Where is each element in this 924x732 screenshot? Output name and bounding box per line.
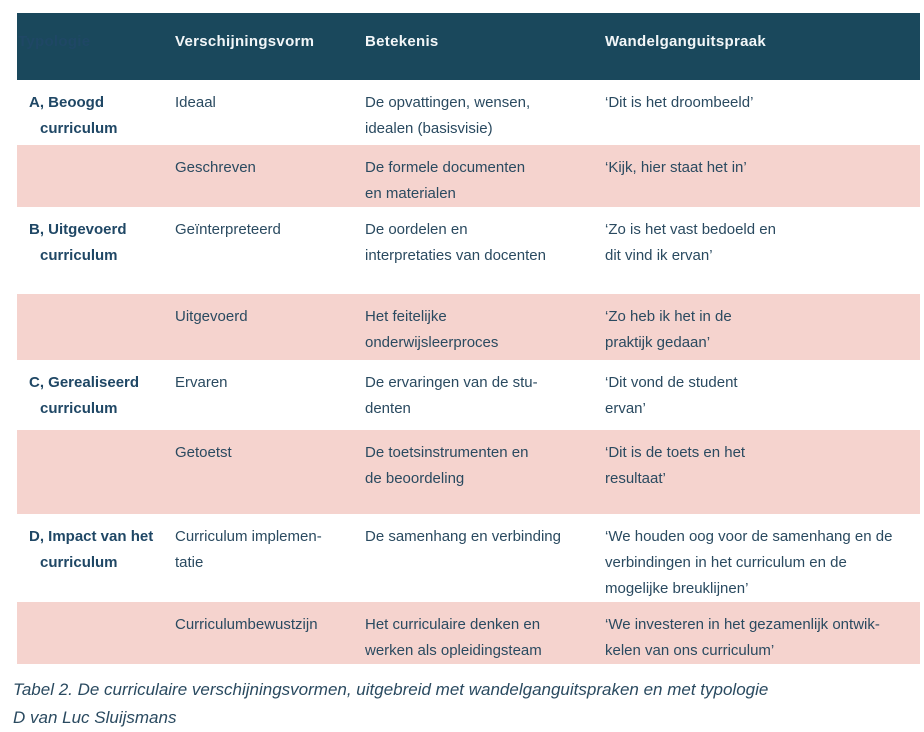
cell-typologie: D, Impact van het curriculum [29,528,154,571]
cell-wandelganguitspraak: ‘We houden oog voor de samenhang en de v… [605,528,893,597]
page: Typologie Verschijningsvorm Betekenis Wa… [13,13,920,727]
cell-typologie: B, Uitgevoerd curriculum [29,221,127,264]
table-row: B, Uitgevoerd curriculum Geïnterpreteerd… [17,207,920,294]
cell-typologie: C, Gerealiseerd curriculum [29,374,140,417]
cell-betekenis: De opvattingen, wensen, idealen (basisvi… [365,94,531,137]
cell-wandelganguitspraak: ‘We investeren in het gezamenlijk ontwik… [605,616,880,659]
table-row: D, Impact van het curriculum Curriculum … [17,514,920,602]
cell-verschijningsvorm: Geschreven [175,159,256,176]
cell-wandelganguitspraak: ‘Zo heb ik het in de praktijk gedaan’ [605,308,732,351]
header-cell-betekenis: Betekenis [365,33,439,50]
cell-typologie [17,294,175,360]
table-row: Geschreven De formele documenten en mate… [17,145,920,207]
cell-verschijningsvorm: Geïnterpreteerd [175,221,281,238]
header-cell-verschijningsvorm: Verschijningsvorm [175,33,315,50]
table-row: Uitgevoerd Het feitelijke onderwijsleerp… [17,294,920,360]
cell-betekenis: De samenhang en verbinding [365,528,561,545]
cell-verschijningsvorm: Ideaal [175,94,216,111]
cell-typologie: A, Beoogd curriculum [29,94,118,137]
cell-wandelganguitspraak: ‘Dit is het droombeeld’ [605,94,754,111]
cell-betekenis: Het feitelijke onderwijsleerproces [365,308,499,351]
header-cell-typologie: Typologie [18,33,91,50]
cell-wandelganguitspraak: ‘Dit is de toets en het resultaat’ [605,444,746,487]
cell-typologie [17,602,175,664]
table-row: A, Beoogd curriculum Ideaal De opvatting… [17,80,920,145]
table-row: Curriculumbewustzijn Het curriculaire de… [17,602,920,664]
cell-verschijningsvorm: Uitgevoerd [175,308,248,325]
cell-verschijningsvorm: Getoetst [175,444,232,461]
cell-wandelganguitspraak: ‘Zo is het vast bedoeld en dit vind ik e… [605,221,776,264]
cell-betekenis: De oordelen en interpretaties van docent… [365,221,546,264]
cell-wandelganguitspraak: ‘Dit vond de student ervan’ [605,374,738,417]
table-row: Getoetst De toetsinstrumenten en de beoo… [17,430,920,514]
cell-verschijningsvorm: Curriculumbewustzijn [175,616,318,633]
cell-typologie [17,145,175,207]
cell-verschijningsvorm: Curriculum implemen- tatie [175,528,322,571]
table-caption: Tabel 2. De curriculaire verschijningsvo… [13,680,769,727]
cell-wandelganguitspraak: ‘Kijk, hier staat het in’ [605,159,747,176]
table-header-row: Typologie Verschijningsvorm Betekenis Wa… [17,13,920,80]
header-cell-wandelganguitspraak: Wandelganguitspraak [605,33,767,50]
cell-typologie [17,430,175,514]
table-row: C, Gerealiseerd curriculum Ervaren De er… [17,360,920,430]
cell-verschijningsvorm: Ervaren [175,374,228,391]
cell-betekenis: De toetsinstrumenten en de beoordeling [365,444,529,487]
cell-betekenis: De ervaringen van de stu- denten [365,374,538,417]
cell-betekenis: De formele documenten en materialen [365,159,526,202]
cell-betekenis: Het curriculaire denken en werken als op… [365,616,542,659]
curriculum-table: Typologie Verschijningsvorm Betekenis Wa… [17,13,920,664]
